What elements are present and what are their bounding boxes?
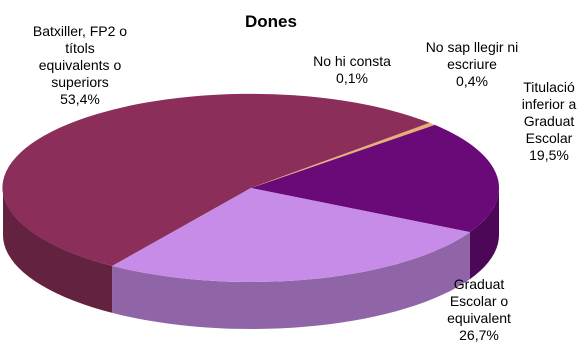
pie-sides	[3, 188, 499, 329]
slice-batxiller-fp2-o-titols-equivalents-o-superiors	[2, 93, 430, 266]
slice-side-titulacio-inferior-a-graduat-escolar	[470, 188, 499, 280]
slice-value-no-hi-consta: 0,1%	[336, 70, 368, 86]
slice-label-titulacio-inferior-a-graduat-escolar: Titulació inferior a Graduat Escolar 19,5%	[522, 79, 577, 163]
slice-no-hi-consta	[251, 122, 431, 188]
slice-side-batxiller-fp2-o-titols-equivalents-o-superiors	[3, 188, 113, 313]
slice-value-batxiller-fp2-o-titols-equivalents-o-superiors: 53,4%	[60, 91, 100, 107]
slice-label-no-hi-consta: No hi consta 0,1%	[313, 53, 391, 86]
slice-value-no-sap-llegir-ni-escriure: 0,4%	[456, 73, 488, 89]
slice-value-graduat-escolar-o-equivalent: 26,7%	[459, 327, 499, 343]
slice-no-sap-llegir-ni-escriure	[251, 123, 435, 188]
slice-label-graduat-escolar-o-equivalent: Graduat Escolar o equivalent 26,7%	[447, 276, 511, 343]
chart-title: Dones	[245, 12, 297, 31]
slice-value-titulacio-inferior-a-graduat-escolar: 19,5%	[529, 147, 569, 163]
slice-side-graduat-escolar-o-equivalent	[112, 232, 471, 329]
pie-tops	[2, 93, 500, 282]
slice-labels: Batxiller, FP2 o títols equivalents o super…	[33, 23, 577, 343]
slice-label-batxiller-fp2-o-titols-equivalents-o-superiors: Batxiller, FP2 o títols equivalents o super…	[33, 23, 127, 107]
slice-label-no-sap-llegir-ni-escriure: No sap llegir ni escriure 0,4%	[426, 39, 519, 89]
slice-graduat-escolar-o-equivalent	[112, 188, 471, 282]
slice-titulacio-inferior-a-graduat-escolar	[251, 124, 500, 233]
